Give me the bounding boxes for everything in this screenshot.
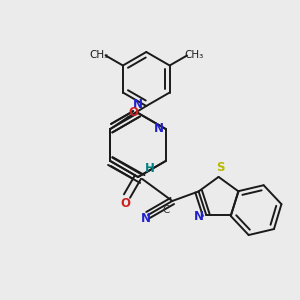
Text: N: N (133, 98, 143, 112)
Text: H: H (145, 163, 155, 176)
Text: O: O (128, 106, 138, 118)
Text: O: O (121, 197, 130, 210)
Text: N: N (194, 210, 204, 224)
Text: N: N (154, 122, 164, 134)
Text: N: N (140, 212, 150, 226)
Text: CH₃: CH₃ (89, 50, 108, 59)
Text: C: C (163, 205, 170, 215)
Text: S: S (216, 161, 225, 174)
Text: CH₃: CH₃ (184, 50, 203, 59)
